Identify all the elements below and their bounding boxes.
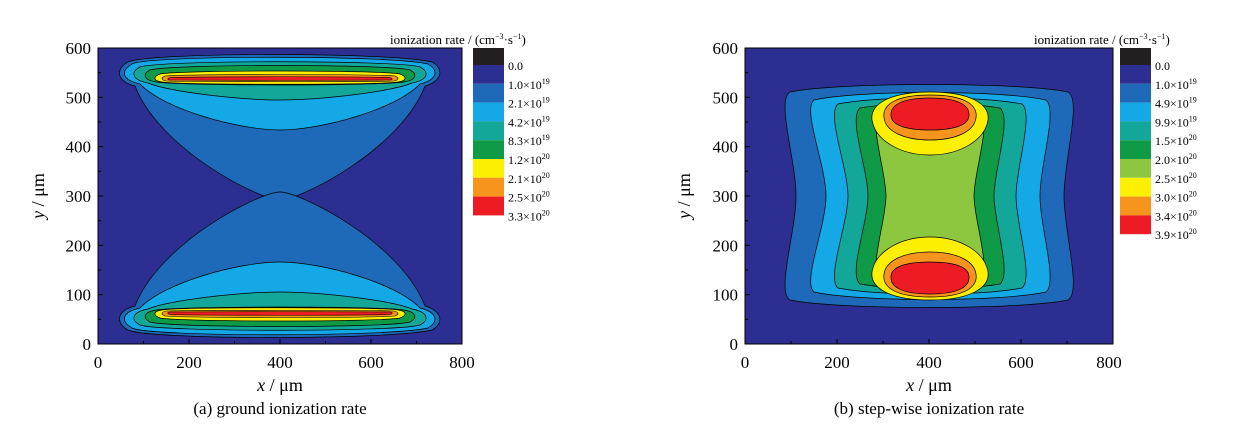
colorbar-swatch — [473, 196, 504, 216]
x-tick-label: 400 — [916, 353, 942, 372]
colorbar-level-label: 0.0 — [1155, 59, 1170, 73]
y-tick-label: 0 — [83, 335, 92, 354]
colorbar-level-label: 1.0×1019 — [1155, 77, 1197, 92]
colorbar-level-label: 2.1×1020 — [508, 171, 550, 186]
x-tick-label: 200 — [176, 353, 202, 372]
colorbar-swatch — [473, 177, 504, 197]
colorbar-swatch — [1120, 140, 1151, 159]
colorbar-swatch — [473, 159, 504, 178]
panel-b: 0 200 400 600 800 x / μm 0 100 200 300 4… — [674, 32, 1197, 418]
contour-band-b-8b — [890, 261, 970, 295]
x-axis-label: x / μm — [256, 375, 303, 395]
y-tick-label: 100 — [66, 286, 92, 305]
x-axis-a: 0 200 400 600 800 x / μm — [94, 339, 475, 395]
colorbar-level-label: 3.9×1020 — [1155, 227, 1197, 242]
x-tick-label: 0 — [94, 353, 103, 372]
colorbar-swatch — [1120, 196, 1151, 216]
colorbar-swatch — [473, 140, 504, 159]
y-tick-label: 400 — [713, 138, 739, 157]
colorbar-level-label: 1.0×1019 — [508, 77, 550, 92]
x-tick-label: 800 — [1096, 353, 1122, 372]
colorbar-swatch — [1120, 65, 1151, 84]
y-axis-label: y / μm — [674, 173, 694, 221]
colorbar-level-label: 2.0×1020 — [1155, 152, 1197, 167]
colorbar-level-label: 8.3×1019 — [508, 133, 550, 148]
y-tick-label: 200 — [713, 236, 739, 255]
y-tick-label: 300 — [66, 187, 92, 206]
y-tick-label: 600 — [713, 39, 739, 58]
colorbar-swatch — [473, 102, 504, 122]
caption-a: (a) ground ionization rate — [193, 399, 366, 418]
colorbar-level-label: 2.1×1019 — [508, 96, 550, 111]
colorbar-swatch — [1120, 159, 1151, 178]
plot-area-a — [98, 48, 462, 344]
contour-band-a-7 — [167, 76, 393, 81]
colorbar-level-label: 1.5×1020 — [1155, 133, 1197, 148]
colorbar-swatch — [473, 83, 504, 103]
colorbar-title: ionization rate / (cm−3·s−1) — [1034, 32, 1170, 47]
colorbar-title: ionization rate / (cm−3·s−1) — [390, 32, 526, 47]
panel-a: 0 200 400 600 800 x / μm 0 100 200 300 4… — [28, 32, 550, 418]
y-tick-label: 400 — [66, 138, 92, 157]
y-axis-a: 0 100 200 300 400 500 600 y / μm — [28, 39, 103, 354]
plot-area-b — [745, 48, 1113, 344]
colorbar-swatch — [1120, 215, 1151, 235]
colorbar-level-label: 3.4×1020 — [1155, 208, 1197, 223]
colorbar-swatch-top — [1120, 48, 1151, 65]
colorbar-level-label: 4.9×1019 — [1155, 96, 1197, 111]
colorbar-level-label: 1.2×1020 — [508, 152, 550, 167]
colorbar-swatch — [473, 65, 504, 84]
colorbar-swatch — [1120, 177, 1151, 197]
colorbar-a: ionization rate / (cm−3·s−1) 0.0 1.0×1019… — [390, 32, 550, 223]
y-tick-label: 300 — [713, 187, 739, 206]
colorbar-level-label: 4.2×1019 — [508, 114, 550, 129]
colorbar-swatch — [1120, 121, 1151, 141]
colorbar-swatch-top — [473, 48, 504, 65]
colorbar-level-label: 3.3×1020 — [508, 208, 550, 223]
colorbar-level-label: 2.5×1020 — [508, 190, 550, 205]
colorbar-swatch — [1120, 83, 1151, 103]
colorbar-swatch — [473, 121, 504, 141]
x-tick-label: 200 — [824, 353, 850, 372]
y-tick-label: 600 — [66, 39, 92, 58]
contour-band-a-7b — [167, 311, 393, 316]
y-tick-label: 200 — [66, 236, 92, 255]
x-tick-label: 800 — [449, 353, 475, 372]
x-tick-label: 400 — [267, 353, 293, 372]
y-axis-b: 0 100 200 300 400 500 600 y / μm — [674, 39, 750, 354]
x-axis-b: 0 200 400 600 800 x / μm — [741, 339, 1122, 395]
colorbar-level-label: 2.5×1020 — [1155, 171, 1197, 186]
colorbar-level-label: 9.9×1019 — [1155, 114, 1197, 129]
contour-band-b-8 — [890, 97, 970, 131]
x-tick-label: 0 — [741, 353, 750, 372]
colorbar-swatch — [1120, 102, 1151, 122]
y-tick-label: 100 — [713, 286, 739, 305]
colorbar-level-label: 0.0 — [508, 59, 523, 73]
y-tick-label: 500 — [713, 88, 739, 107]
caption-b: (b) step-wise ionization rate — [834, 399, 1024, 418]
y-tick-label: 500 — [66, 88, 92, 107]
y-tick-label: 0 — [730, 335, 739, 354]
y-axis-label: y / μm — [28, 173, 48, 221]
x-tick-label: 600 — [358, 353, 384, 372]
colorbar-b: ionization rate / (cm−3·s−1) 0.0 1.0×1019… — [1034, 32, 1197, 242]
x-axis-label: x / μm — [905, 375, 952, 395]
x-tick-label: 600 — [1008, 353, 1034, 372]
colorbar-level-label: 3.0×1020 — [1155, 190, 1197, 205]
